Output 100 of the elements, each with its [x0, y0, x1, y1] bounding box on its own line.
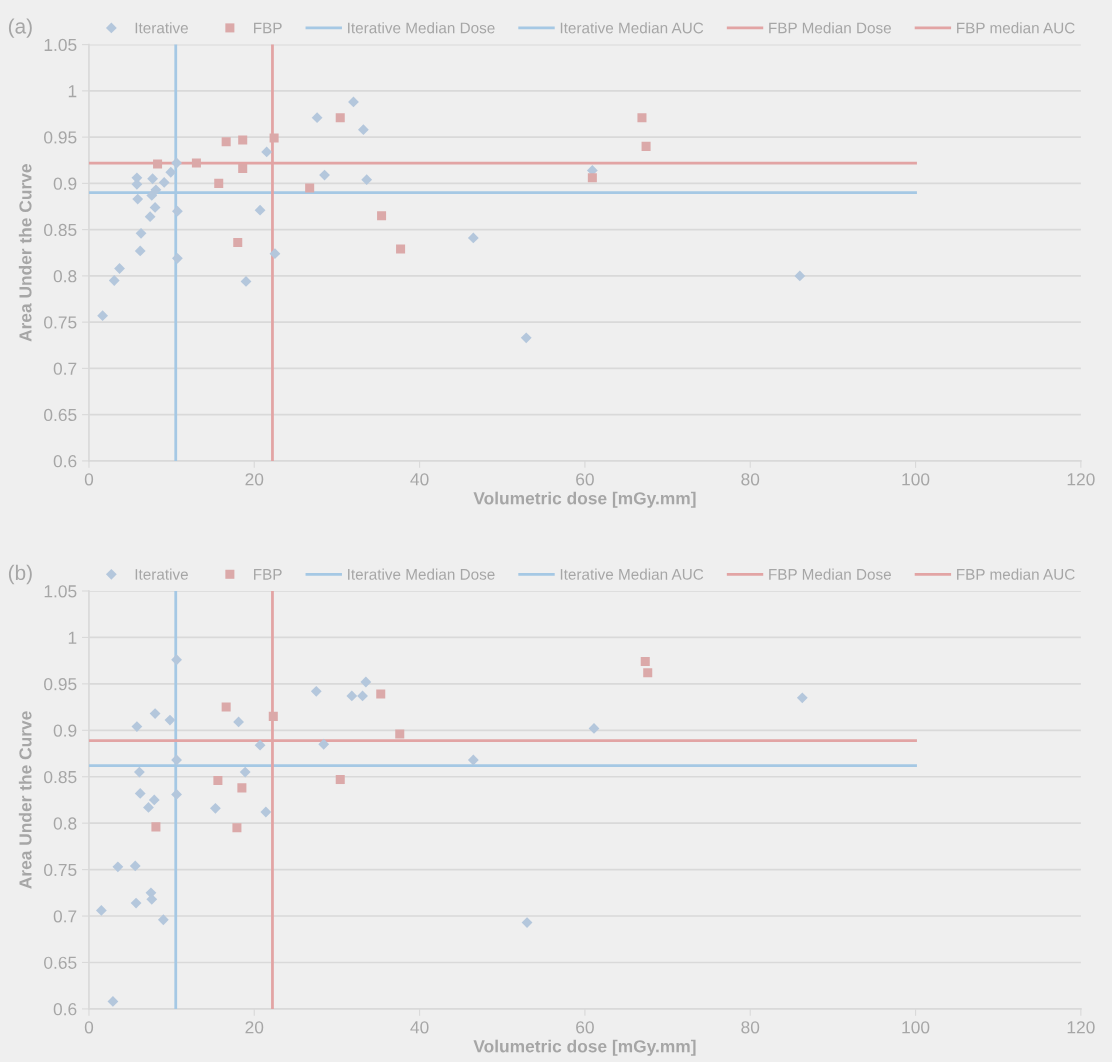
point — [151, 822, 161, 832]
point — [232, 823, 242, 833]
y-axis-title: Area Under the Curve — [18, 711, 32, 889]
x-tick-label: 80 — [741, 1021, 760, 1034]
point — [395, 729, 405, 739]
point — [269, 248, 281, 260]
point — [147, 173, 159, 185]
chart-title: (a) — [8, 18, 32, 38]
x-axis-title: Volumetric dose [mGy.mm] — [473, 491, 696, 508]
y-tick-label: 1.05 — [44, 585, 77, 598]
point — [239, 766, 251, 778]
point — [221, 702, 231, 712]
legend-label: FBP median AUC — [957, 22, 1075, 34]
legend-label: Iterative Median Dose — [348, 568, 495, 580]
point — [214, 178, 224, 188]
y-tick-label: 0.7 — [53, 910, 77, 923]
point — [640, 657, 650, 667]
y-tick-label: 0.9 — [53, 724, 77, 737]
x-tick-label: 100 — [902, 1021, 930, 1034]
legend-label: FBP median AUC — [957, 568, 1075, 580]
point — [172, 252, 183, 264]
y-tick-label: 1.05 — [44, 38, 77, 52]
point — [637, 113, 647, 123]
point — [191, 158, 201, 168]
point — [131, 721, 143, 732]
point — [146, 190, 158, 201]
point — [144, 211, 156, 223]
point — [108, 275, 120, 286]
x-tick-label: 0 — [84, 1021, 94, 1034]
point — [95, 905, 107, 916]
point — [254, 204, 266, 216]
point — [210, 802, 221, 814]
point — [467, 754, 479, 766]
x-tick-label: 120 — [1067, 1021, 1095, 1034]
point — [150, 184, 162, 196]
point — [520, 332, 532, 344]
legend-label: FBP Median Dose — [769, 568, 891, 580]
point — [794, 270, 806, 282]
y-tick-label: 0.85 — [44, 223, 77, 237]
y-tick-label: 0.8 — [53, 270, 77, 283]
point — [114, 263, 125, 274]
point — [260, 806, 272, 818]
point — [135, 227, 147, 239]
y-tick-label: 0.95 — [44, 131, 77, 144]
point — [587, 173, 597, 183]
point — [357, 690, 368, 702]
point — [153, 159, 163, 169]
point — [254, 739, 266, 751]
point — [238, 164, 248, 174]
point — [233, 238, 243, 248]
y-tick-label: 0.75 — [44, 863, 77, 877]
point — [158, 177, 170, 188]
point — [171, 654, 182, 666]
point — [268, 711, 278, 721]
x-tick-label: 80 — [741, 473, 760, 486]
point — [233, 716, 244, 728]
x-tick-label: 120 — [1067, 473, 1095, 486]
y-tick-label: 1 — [68, 631, 77, 644]
point — [129, 860, 141, 872]
point — [360, 676, 372, 688]
point — [213, 775, 223, 785]
point — [467, 232, 479, 244]
y-tick-label: 1 — [68, 85, 77, 98]
point — [107, 996, 119, 1007]
point — [171, 788, 182, 800]
x-tick-label: 40 — [410, 1021, 429, 1034]
point — [377, 211, 387, 221]
x-tick-label: 60 — [576, 473, 594, 486]
point — [261, 146, 273, 158]
point — [335, 113, 345, 123]
point — [157, 914, 169, 926]
point — [132, 193, 144, 205]
point — [133, 766, 145, 778]
point — [165, 166, 177, 178]
point — [357, 124, 369, 136]
y-axis-title: Area Under the Curve — [18, 164, 32, 342]
y-tick-label: 0.85 — [44, 770, 77, 784]
x-tick-label: 20 — [245, 1021, 264, 1034]
point — [396, 244, 406, 254]
point — [796, 692, 808, 704]
point — [641, 141, 651, 151]
y-tick-label: 0.6 — [53, 455, 77, 468]
point — [318, 738, 330, 750]
point — [376, 689, 386, 699]
x-tick-label: 40 — [410, 473, 429, 486]
point — [164, 714, 176, 726]
point — [112, 861, 124, 873]
point — [361, 174, 373, 186]
legend-label: Iterative Median Dose — [348, 22, 495, 34]
y-tick-label: 0.95 — [44, 678, 77, 691]
y-tick-label: 0.75 — [44, 316, 77, 329]
legend-label: Iterative — [135, 22, 188, 34]
point — [346, 690, 358, 702]
legend-label: FBP Median Dose — [769, 22, 891, 34]
y-tick-label: 0.9 — [53, 177, 77, 190]
point — [149, 202, 161, 213]
point — [149, 708, 161, 719]
chart-title: (b) — [8, 564, 32, 585]
x-tick-label: 60 — [576, 1021, 594, 1034]
x-tick-label: 100 — [902, 473, 930, 486]
